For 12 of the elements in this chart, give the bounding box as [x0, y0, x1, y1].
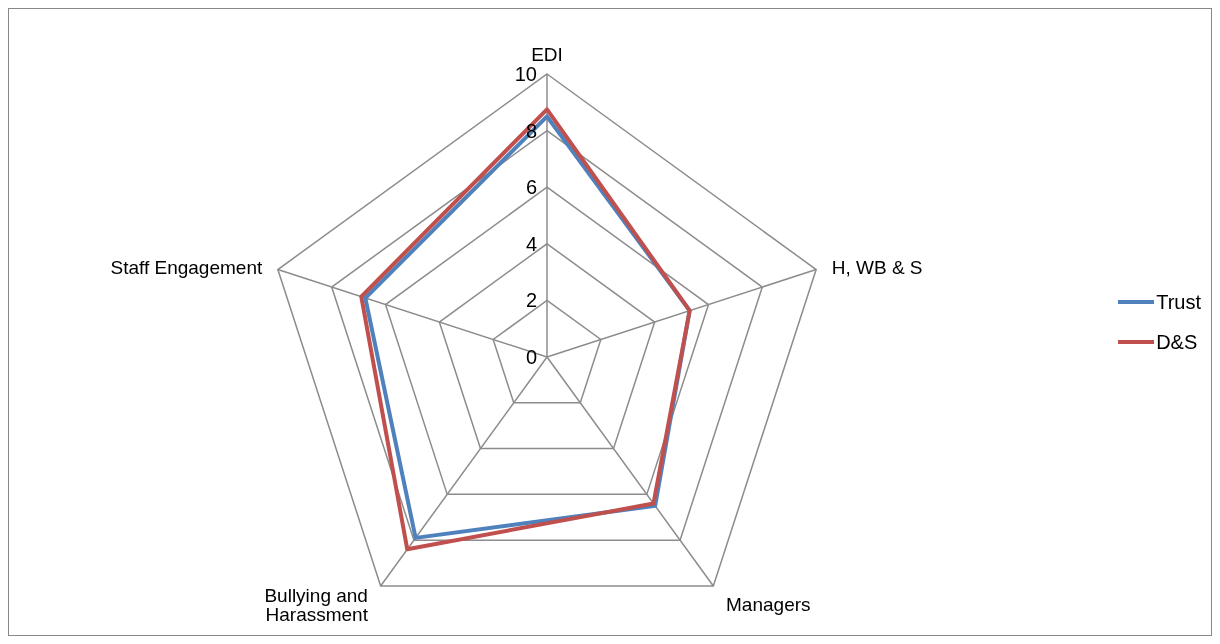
y-tick-label: 2: [525, 289, 537, 312]
y-tick-label: 0: [525, 346, 537, 368]
spoke-label: Staff Engagement: [110, 256, 263, 278]
spoke-label: H, WB & S: [831, 256, 923, 278]
spoke-label: EDI: [531, 43, 563, 65]
y-tick-label: 4: [525, 232, 537, 255]
y-tick-label: 6: [525, 176, 537, 199]
spoke-label: Managers: [726, 594, 811, 616]
legend-label: D&S: [1156, 330, 1198, 354]
y-tick-label: 10: [514, 63, 537, 85]
spoke-label: Bullying and Harassment: [264, 584, 369, 625]
legend-label: Trust: [1156, 290, 1201, 314]
